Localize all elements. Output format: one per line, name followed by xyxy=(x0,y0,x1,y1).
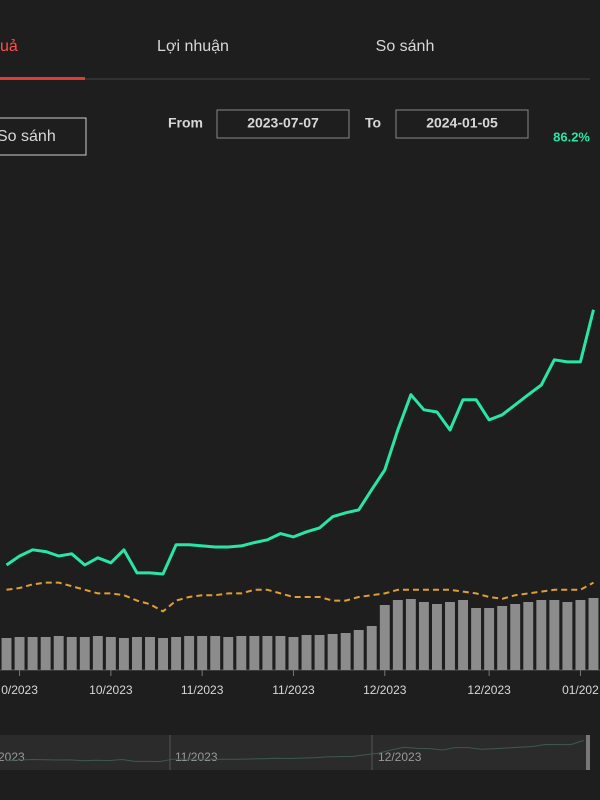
volume-bar xyxy=(236,636,247,670)
series-line xyxy=(6,581,594,613)
volume-bar xyxy=(484,608,495,670)
volume-bar xyxy=(92,636,103,670)
volume-bar xyxy=(158,638,168,670)
volume-bar xyxy=(314,635,325,670)
from-date[interactable]: 2023-07-07 xyxy=(247,115,319,131)
volume-bar xyxy=(14,637,25,670)
volume-bar xyxy=(445,602,455,670)
volume-bar xyxy=(510,604,521,670)
volume-bar xyxy=(497,606,508,670)
volume-bar xyxy=(340,633,351,670)
volume-bar xyxy=(210,636,221,670)
navigator-handle[interactable] xyxy=(586,735,590,770)
x-tick-label: 12/2023 xyxy=(363,683,407,697)
navigator-label: 12/2023 xyxy=(378,750,422,764)
tab[interactable]: Lợi nhuận xyxy=(157,38,229,55)
volume-bar xyxy=(588,598,599,670)
volume-bar xyxy=(66,637,77,670)
navigator[interactable] xyxy=(0,735,590,770)
from-label: From xyxy=(168,115,203,131)
volume-bar xyxy=(562,602,573,670)
volume-bar xyxy=(118,638,129,670)
volume-bar xyxy=(197,636,208,670)
volume-bar xyxy=(523,602,534,670)
navigator-label: 11/2023 xyxy=(175,750,218,764)
volume-bar xyxy=(1,638,12,670)
volume-bar xyxy=(405,599,416,670)
tab[interactable]: uả xyxy=(0,38,18,55)
volume-bar xyxy=(301,635,312,670)
volume-bar xyxy=(471,608,482,670)
volume-bar xyxy=(79,637,90,670)
compare-button-label[interactable]: So sánh xyxy=(0,128,56,145)
volume-bar xyxy=(40,637,51,670)
volume-bar xyxy=(549,600,560,670)
volume-bar xyxy=(536,600,547,670)
volume-bar xyxy=(379,605,390,670)
volume-bar xyxy=(249,636,260,670)
volume-bar xyxy=(105,637,116,670)
navigator-line xyxy=(6,740,584,763)
tab[interactable]: So sánh xyxy=(376,38,435,55)
x-tick-label: 0/2023 xyxy=(1,683,38,697)
volume-bar xyxy=(184,636,195,670)
series-line xyxy=(5,309,595,576)
volume-bar xyxy=(353,630,364,670)
volume-bar xyxy=(262,636,273,670)
return-value: 86.2% xyxy=(553,129,590,144)
navigator-label: 2023 xyxy=(0,750,25,764)
x-tick-label: 11/2023 xyxy=(272,683,315,697)
volume-bar xyxy=(327,634,338,670)
to-input[interactable] xyxy=(395,109,529,139)
volume-bar xyxy=(145,637,155,670)
x-tick-label: 12/2023 xyxy=(467,683,511,697)
volume-bar xyxy=(432,604,442,670)
volume-bar xyxy=(171,637,182,670)
to-date[interactable]: 2024-01-05 xyxy=(426,115,498,131)
volume-bar xyxy=(418,602,429,670)
from-input[interactable] xyxy=(216,109,350,139)
x-tick-label: 01/202 xyxy=(562,683,599,697)
compare-button[interactable] xyxy=(0,117,87,156)
active-tab-indicator xyxy=(0,77,85,80)
x-tick-label: 10/2023 xyxy=(89,683,133,697)
to-label: To xyxy=(365,115,381,131)
volume-bar xyxy=(366,626,377,670)
x-tick-label: 11/2023 xyxy=(181,683,224,697)
volume-bar xyxy=(392,600,403,670)
volume-bar xyxy=(132,637,142,670)
volume-bar xyxy=(275,636,286,670)
volume-bar xyxy=(288,637,299,670)
volume-bar xyxy=(575,600,586,670)
volume-bar xyxy=(223,637,234,670)
volume-bar xyxy=(458,600,468,670)
volume-bar xyxy=(53,636,64,670)
volume-bar xyxy=(27,637,38,670)
